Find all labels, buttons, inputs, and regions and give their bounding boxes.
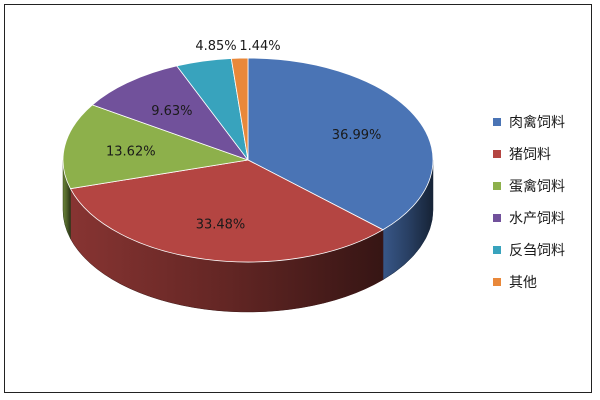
legend-item-ruminant: 反刍饲料	[493, 234, 565, 266]
pie-slice-meat-poultry	[247, 57, 434, 231]
data-label-pig: 33.48%	[196, 218, 246, 233]
legend-item-pig: 猪饲料	[493, 138, 565, 170]
data-label-egg-poultry: 13.62%	[106, 145, 156, 160]
legend-item-meat-poultry: 肉禽饲料	[493, 106, 565, 138]
data-label-other: 1.44%	[239, 39, 280, 54]
data-label-ruminant: 4.85%	[195, 39, 236, 54]
pie-slice-other	[230, 57, 249, 161]
pie-slice-aquatic	[91, 65, 250, 161]
legend-item-other: 其他	[493, 266, 565, 298]
legend: 肉禽饲料 猪饲料 蛋禽饲料 水产饲料 反刍饲料 其他	[493, 106, 565, 298]
legend-item-aquatic: 水产饲料	[493, 202, 565, 234]
legend-label: 猪饲料	[509, 147, 551, 163]
legend-label: 反刍饲料	[509, 243, 565, 259]
legend-swatch	[493, 246, 501, 254]
pie-slice-pig	[69, 159, 384, 263]
legend-label: 肉禽饲料	[509, 115, 565, 131]
legend-swatch	[493, 182, 501, 190]
pie-slice-egg-poultry	[62, 104, 249, 190]
legend-swatch	[493, 150, 501, 158]
legend-item-egg-poultry: 蛋禽饲料	[493, 170, 565, 202]
legend-label: 水产饲料	[509, 211, 565, 227]
legend-swatch	[493, 118, 501, 126]
legend-swatch	[493, 214, 501, 222]
pie-slices	[62, 57, 434, 263]
legend-label: 其他	[509, 275, 537, 291]
legend-label: 蛋禽饲料	[509, 179, 565, 195]
data-label-aquatic: 9.63%	[151, 104, 192, 119]
pie-data-labels: 36.99% 33.48% 13.62% 9.63% 4.85% 1.44%	[106, 39, 381, 233]
legend-swatch	[493, 278, 501, 286]
data-label-meat-poultry: 36.99%	[332, 128, 382, 143]
